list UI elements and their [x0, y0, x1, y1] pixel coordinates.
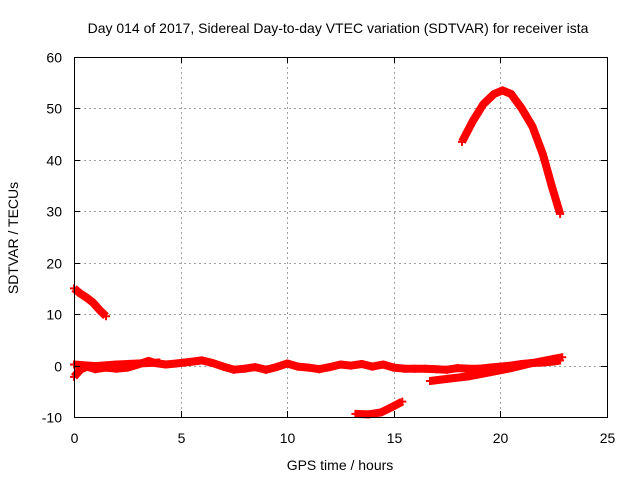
data-point — [229, 365, 238, 374]
data-point — [558, 353, 567, 362]
data-point — [468, 117, 477, 126]
data-point — [82, 293, 91, 302]
data-point — [197, 356, 206, 365]
data-point — [89, 298, 98, 307]
data-point — [389, 363, 398, 372]
data-point — [325, 363, 334, 372]
y-tick-label: 10 — [46, 307, 62, 323]
data-point — [283, 359, 292, 368]
data-point — [421, 364, 430, 373]
data-point — [272, 363, 281, 372]
data-point — [539, 150, 547, 159]
data-point — [507, 90, 516, 98]
data-point — [528, 122, 537, 131]
data-point — [490, 90, 498, 98]
data-point — [453, 364, 462, 373]
data-point — [400, 364, 409, 373]
y-tick-label: -10 — [42, 410, 62, 426]
data-point — [549, 354, 558, 363]
data-point — [507, 364, 516, 373]
data-point — [464, 372, 473, 381]
data-point — [76, 289, 85, 298]
series-layer — [70, 86, 567, 419]
y-axis-label: SDTVAR / TECUs — [5, 182, 21, 294]
x-axis-label: GPS time / hours — [287, 457, 394, 473]
data-point — [357, 360, 366, 368]
data-point — [458, 137, 466, 146]
x-tick-label: 20 — [493, 430, 509, 446]
data-point — [95, 306, 104, 314]
ticks: 0 5 10 15 20 25 -10 0 10 20 30 40 50 60 — [42, 50, 616, 447]
data-point — [426, 377, 434, 385]
data-point — [180, 358, 189, 367]
data-point — [556, 209, 565, 218]
x-tick-label: 15 — [387, 430, 403, 446]
y-tick-label: 0 — [54, 359, 62, 375]
x-tick-label: 25 — [600, 430, 616, 446]
data-point — [304, 363, 313, 372]
data-point — [189, 357, 198, 366]
data-point — [464, 364, 473, 373]
data-point — [479, 100, 488, 109]
data-point — [91, 362, 100, 371]
data-point — [112, 360, 121, 369]
data-point — [102, 312, 110, 321]
data-point — [443, 365, 452, 374]
data-point — [336, 360, 345, 369]
x-tick-label: 10 — [280, 430, 296, 446]
y-tick-label: 50 — [46, 101, 62, 117]
y-tick-label: 20 — [46, 256, 62, 272]
data-point — [161, 360, 170, 369]
data-point — [387, 403, 396, 412]
data-point — [379, 360, 388, 369]
data-point — [261, 365, 270, 374]
data-point — [219, 362, 228, 371]
x-tick-label: 5 — [178, 430, 186, 446]
data-point — [485, 368, 494, 377]
data-point — [155, 358, 164, 367]
data-point — [398, 397, 407, 406]
data-point — [411, 364, 420, 373]
data-point — [347, 361, 356, 370]
data-point — [528, 359, 537, 367]
x-tick-label: 0 — [71, 430, 79, 446]
data-point — [498, 86, 507, 95]
plot-frame — [74, 57, 608, 418]
y-tick-label: 30 — [46, 204, 62, 220]
data-point — [208, 359, 217, 367]
data-point — [443, 374, 452, 383]
data-point — [517, 104, 526, 113]
data-point — [432, 365, 441, 374]
data-point — [172, 359, 181, 368]
data-point — [293, 362, 302, 371]
data-point — [368, 362, 377, 371]
data-point — [240, 364, 249, 373]
data-point — [315, 365, 324, 374]
data-point — [134, 359, 142, 368]
data-point — [377, 408, 385, 417]
y-tick-label: 40 — [46, 153, 62, 169]
data-point — [351, 409, 360, 418]
data-point — [547, 181, 556, 190]
y-tick-label: 60 — [46, 50, 62, 66]
chart-title: Day 014 of 2017, Sidereal Day-to-day VTE… — [88, 20, 589, 36]
data-point — [251, 363, 260, 372]
